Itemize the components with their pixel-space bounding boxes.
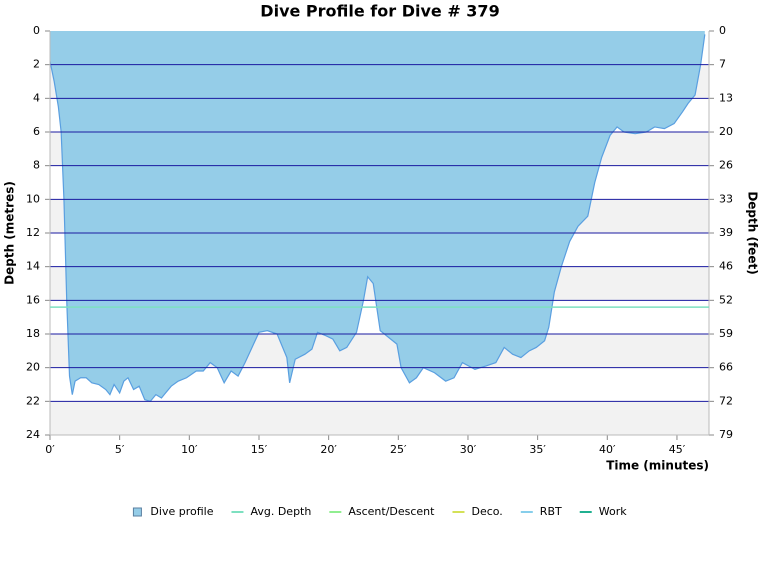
legend-label: RBT	[540, 505, 562, 518]
y2-tick-label: 79	[719, 428, 733, 441]
x-tick-label: 5′	[115, 443, 125, 456]
dive-profile-area	[50, 31, 705, 402]
y2-tick-label: 39	[719, 226, 733, 239]
y-tick-label: 8	[33, 159, 40, 172]
y-tick-label: 0	[33, 24, 40, 37]
y2-tick-label: 13	[719, 91, 733, 104]
legend-label: Avg. Depth	[250, 505, 311, 518]
legend-item: RBT	[520, 505, 562, 518]
legend-item: Deco.	[452, 505, 503, 518]
y2-tick-label: 66	[719, 361, 733, 374]
legend: Dive profile Avg. Depth Ascent/Descent Deco…	[132, 505, 627, 518]
y-tick-label: 14	[26, 260, 40, 273]
x-tick-label: 45′	[669, 443, 686, 456]
y2-axis-title: Depth (feet)	[746, 191, 760, 274]
y-tick-label: 2	[33, 58, 40, 71]
x-tick-label: 10′	[181, 443, 198, 456]
y2-tick-label: 33	[719, 192, 733, 205]
chart-title: Dive Profile for Dive # 379	[260, 2, 499, 21]
legend-label: Dive profile	[150, 505, 213, 518]
y2-tick-label: 26	[719, 159, 733, 172]
y-tick-label: 24	[26, 428, 40, 441]
x-tick-label: 35′	[529, 443, 546, 456]
legend-swatch	[132, 507, 142, 517]
x-tick-label: 40′	[599, 443, 616, 456]
legend-label: Work	[599, 505, 627, 518]
y2-tick-label: 46	[719, 260, 733, 273]
x-tick-label: 15′	[251, 443, 268, 456]
y2-tick-label: 59	[719, 327, 733, 340]
legend-item: Avg. Depth	[231, 505, 311, 518]
y-tick-label: 4	[33, 91, 40, 104]
legend-item: Work	[579, 505, 627, 518]
y2-tick-label: 0	[719, 24, 726, 37]
x-tick-label: 20′	[320, 443, 337, 456]
plot-band	[50, 401, 709, 435]
legend-label: Ascent/Descent	[348, 505, 435, 518]
y-tick-label: 16	[26, 293, 40, 306]
legend-label: Deco.	[471, 505, 502, 518]
y-axis-title: Depth (metres)	[3, 181, 17, 285]
y2-tick-label: 52	[719, 293, 733, 306]
y-tick-label: 18	[26, 327, 40, 340]
y2-tick-label: 72	[719, 394, 733, 407]
y2-tick-label: 20	[719, 125, 733, 138]
legend-item: Dive profile	[132, 505, 214, 518]
dive-profile-line	[49, 34, 706, 403]
y-tick-label: 10	[26, 192, 40, 205]
x-tick-label: 0′	[45, 443, 55, 456]
y-tick-label: 6	[33, 125, 40, 138]
y2-tick-label: 7	[719, 58, 726, 71]
y-tick-label: 12	[26, 226, 40, 239]
x-tick-label: 25′	[390, 443, 407, 456]
y-tick-label: 20	[26, 361, 40, 374]
y-tick-label: 22	[26, 394, 40, 407]
x-tick-label: 30′	[460, 443, 477, 456]
legend-item: Ascent/Descent	[329, 505, 435, 518]
x-axis-title: Time (minutes)	[606, 459, 709, 473]
